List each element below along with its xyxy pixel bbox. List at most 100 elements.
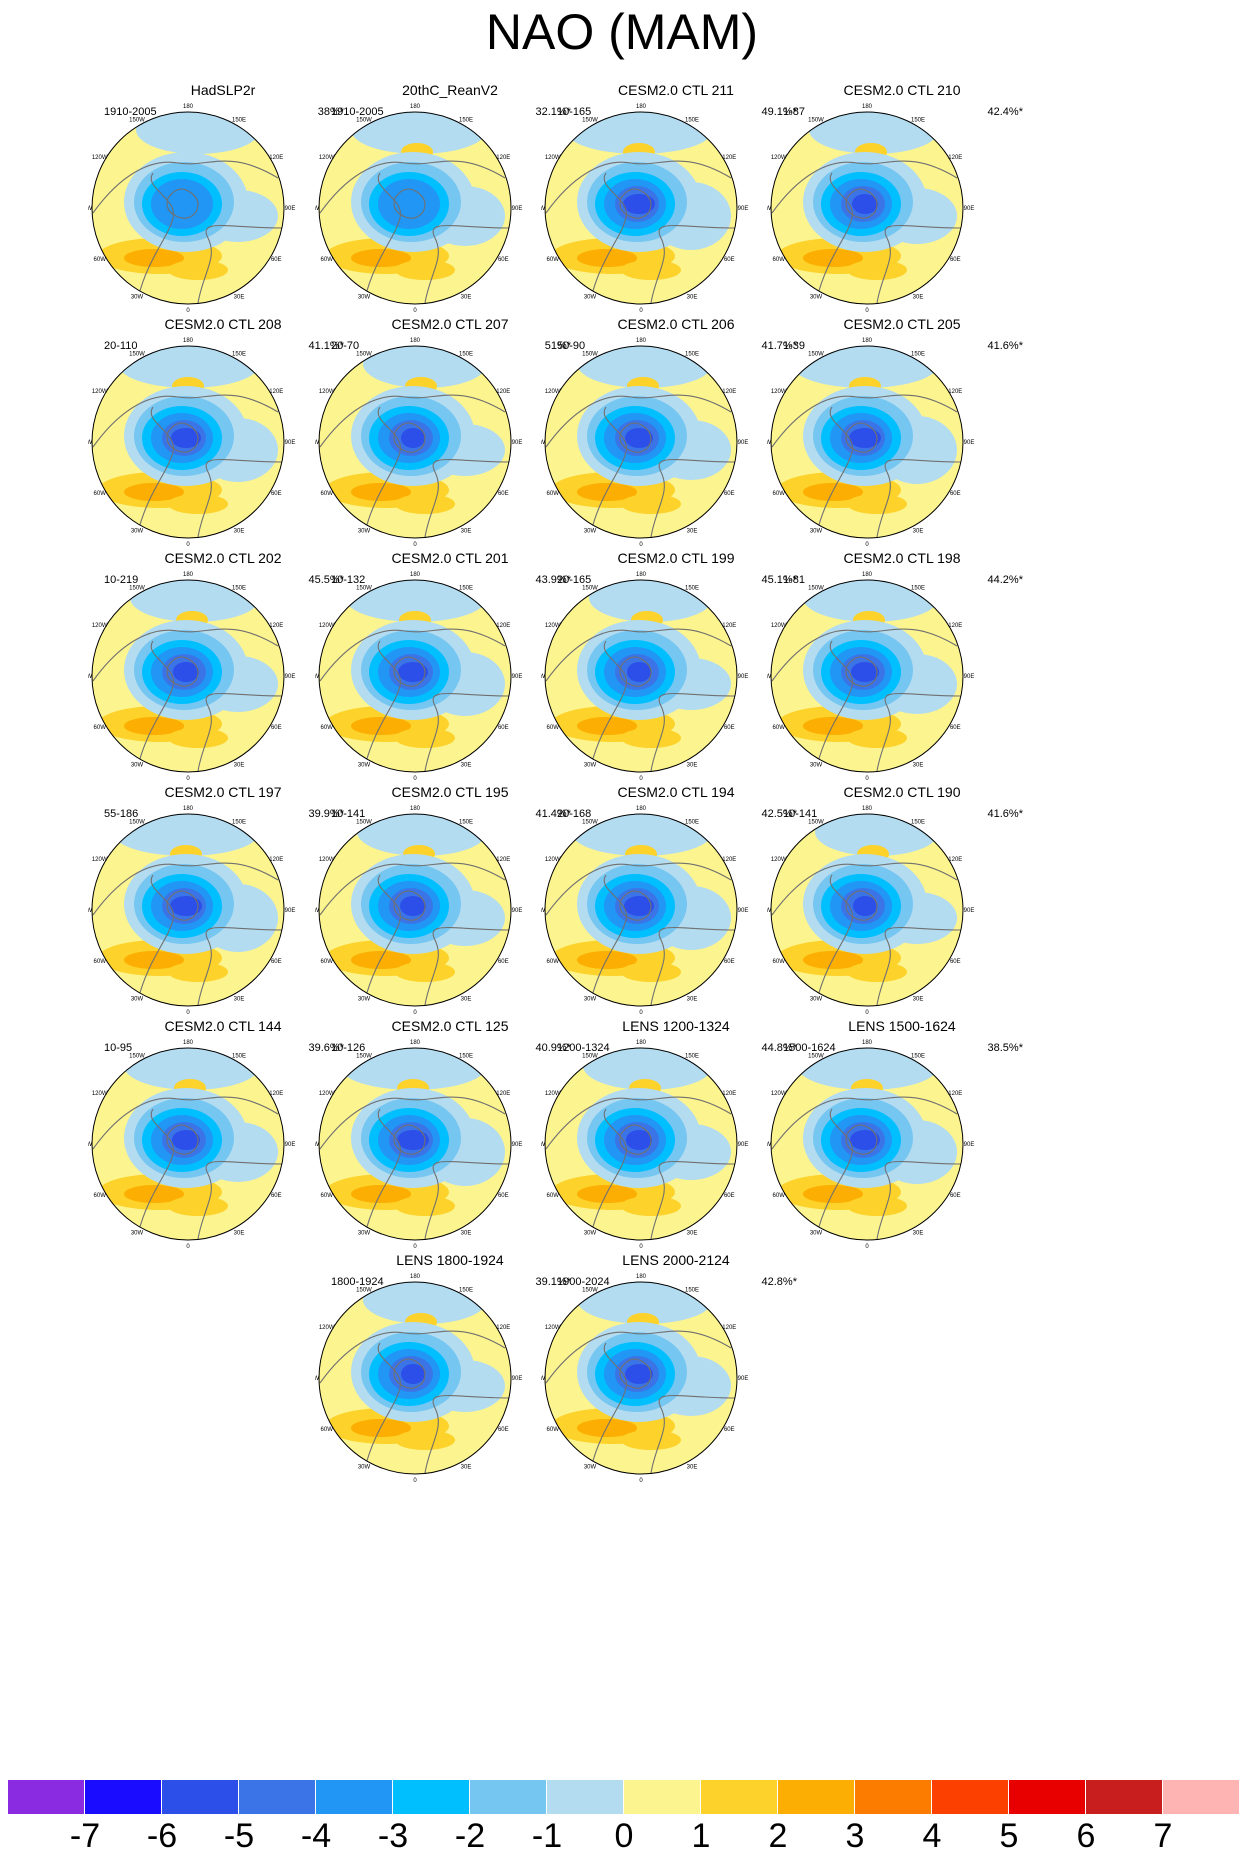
polar-map: 180 150E 120E 90E 60E 30E 0 30W 60W 90W 120W 150W xyxy=(767,104,975,314)
longitude-label: 60E xyxy=(724,491,735,497)
longitude-label: 30W xyxy=(810,762,823,768)
longitude-label: 150W xyxy=(582,820,598,826)
longitude-label: 60W xyxy=(547,1193,560,1199)
panel-variance: 39.1%* xyxy=(535,1276,571,1288)
panel-period: 10-95 xyxy=(104,1042,133,1054)
longitude-label: 180 xyxy=(636,104,647,110)
panel-title: CESM2.0 CTL 202 xyxy=(164,550,282,566)
longitude-label: 150E xyxy=(459,352,473,358)
longitude-label: 150E xyxy=(911,1054,925,1060)
longitude-label: 180 xyxy=(183,572,194,578)
map-panel: 180 150E 120E 90E 60E 30E 0 30W 60W 90W 120W 150W 2… xyxy=(315,82,585,354)
longitude-label: 60E xyxy=(271,959,282,965)
polar-map: 180 150E 120E 90E 60E 30E 0 30W 60W 90W 120W 150W xyxy=(767,338,974,548)
longitude-label: 120W xyxy=(545,623,561,629)
longitude-label: 90W xyxy=(541,1142,546,1148)
longitude-label: 120E xyxy=(948,1091,962,1097)
longitude-label: 30E xyxy=(234,294,245,300)
colorbar-swatch xyxy=(8,1780,85,1814)
polar-map: 180 150E 120E 90E 60E 30E 0 30W 60W 90W 120W 150W xyxy=(541,104,748,314)
longitude-label: 0 xyxy=(639,776,643,782)
longitude-label: 150E xyxy=(459,1054,473,1060)
colorbar-tick-label: 1 xyxy=(691,1817,711,1855)
longitude-label: 150W xyxy=(129,118,145,124)
longitude-label: 90E xyxy=(512,206,523,212)
panel-variance: 43.9%* xyxy=(535,574,571,586)
longitude-label: 120E xyxy=(269,155,283,161)
longitude-label: 30W xyxy=(358,528,371,534)
panel-variance: 51%* xyxy=(544,340,571,352)
longitude-label: 120E xyxy=(722,623,736,629)
colorbar-tick-label: 2 xyxy=(768,1817,788,1855)
longitude-label: 180 xyxy=(410,1040,421,1046)
longitude-label: 0 xyxy=(639,1244,643,1250)
longitude-label: 120E xyxy=(496,623,510,629)
panel-title: HadSLP2r xyxy=(190,82,256,98)
longitude-label: 180 xyxy=(862,1040,873,1046)
longitude-label: 60W xyxy=(773,959,786,965)
longitude-label: 0 xyxy=(639,308,643,314)
longitude-label: 60W xyxy=(321,257,334,263)
longitude-label: 120E xyxy=(948,389,962,395)
longitude-label: 90W xyxy=(315,1142,320,1148)
longitude-label: 120E xyxy=(496,1325,510,1331)
longitude-label: 30E xyxy=(461,1464,472,1470)
figure-title: NAO (MAM) xyxy=(485,4,759,60)
panel-period: 10-141 xyxy=(783,808,818,820)
longitude-label: 150E xyxy=(685,118,699,124)
colorbar-swatch xyxy=(1086,1780,1163,1814)
panel-variance: 41.7%* xyxy=(761,340,797,352)
colorbar-swatch xyxy=(162,1780,239,1814)
panel-period: 10-141 xyxy=(331,808,366,820)
longitude-label: 60W xyxy=(321,1193,334,1199)
panel-title: CESM2.0 CTL 195 xyxy=(391,784,509,800)
longitude-label: 150W xyxy=(129,586,145,592)
panel-title: CESM2.0 CTL 208 xyxy=(164,316,282,332)
longitude-label: 30W xyxy=(131,528,144,534)
polar-map: 180 150E 120E 90E 60E 30E 0 30W 60W 90W 120W 150W xyxy=(767,806,974,1016)
longitude-label: 150W xyxy=(129,352,145,358)
longitude-label: 120W xyxy=(771,389,787,395)
longitude-label: 120W xyxy=(92,857,108,863)
longitude-label: 90E xyxy=(738,674,749,680)
longitude-label: 30E xyxy=(687,294,698,300)
longitude-label: 90W xyxy=(88,1142,93,1148)
longitude-label: 90E xyxy=(512,1142,523,1148)
longitude-label: 30E xyxy=(687,1464,698,1470)
panel-variance: 38.5%* xyxy=(987,1042,1023,1054)
longitude-label: 150E xyxy=(459,586,473,592)
panel-variance: 41.4%* xyxy=(535,808,571,820)
longitude-label: 60W xyxy=(547,257,560,263)
colorbar-tick-label: -1 xyxy=(531,1817,563,1855)
longitude-label: 150E xyxy=(232,118,246,124)
longitude-label: 90E xyxy=(285,674,296,680)
longitude-label: 150E xyxy=(911,586,925,592)
longitude-label: 30W xyxy=(358,996,371,1002)
longitude-label: 30E xyxy=(461,294,472,300)
longitude-label: 60W xyxy=(94,959,107,965)
longitude-label: 150E xyxy=(685,586,699,592)
colorbar-swatch xyxy=(778,1780,855,1814)
longitude-label: 180 xyxy=(183,1040,194,1046)
panel-title: LENS 2000-2124 xyxy=(622,1252,730,1268)
longitude-label: 90W xyxy=(767,674,772,680)
longitude-label: 60E xyxy=(950,257,961,263)
panel-title: LENS 1200-1324 xyxy=(622,1018,730,1034)
map-panel: 180 150E 120E 90E 60E 30E 0 30W 60W 90W 120W 150W L… xyxy=(315,1252,585,1524)
longitude-label: 150E xyxy=(232,586,246,592)
longitude-label: 30E xyxy=(461,528,472,534)
longitude-label: 30W xyxy=(810,294,823,300)
map-panel: 180 150E 120E 90E 60E 30E 0 30W 60W 90W 120W 150W L… xyxy=(767,1018,1037,1290)
longitude-label: 150W xyxy=(808,820,824,826)
colorbar-tick-label: -2 xyxy=(454,1817,486,1855)
longitude-label: 90E xyxy=(964,206,975,212)
colorbar-swatch xyxy=(239,1780,316,1814)
longitude-label: 30W xyxy=(810,1230,823,1236)
panel-period: 10-165 xyxy=(557,106,592,118)
longitude-label: 120E xyxy=(722,857,736,863)
longitude-label: 180 xyxy=(183,806,194,812)
longitude-label: 180 xyxy=(636,572,647,578)
longitude-label: 150E xyxy=(459,820,473,826)
map-panel: 180 150E 120E 90E 60E 30E 0 30W 60W 90W 120W 150W C… xyxy=(315,550,585,822)
longitude-label: 30E xyxy=(687,996,698,1002)
